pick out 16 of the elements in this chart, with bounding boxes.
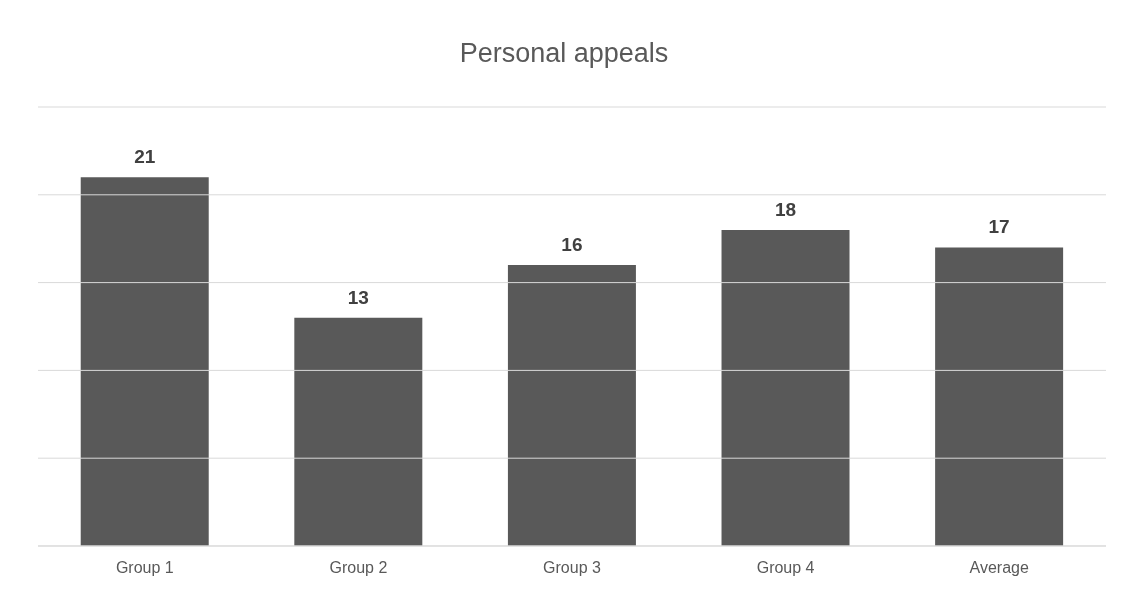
data-label: 18: [774, 198, 797, 220]
x-tick-label: Group 2: [329, 559, 388, 577]
bar: [507, 265, 636, 546]
x-tick-label: Group 3: [543, 559, 602, 577]
x-tick-label: Group 1: [115, 559, 174, 577]
bar: [721, 229, 850, 546]
bar: [294, 317, 423, 546]
x-tick-label: Group 4: [756, 559, 815, 577]
data-label: 16: [561, 234, 583, 256]
data-label: 17: [988, 216, 1010, 238]
data-label: 13: [347, 286, 369, 308]
chart-title: Personal appeals: [458, 38, 670, 69]
bar: [80, 177, 209, 546]
data-label: 21: [134, 146, 156, 168]
bar: [935, 247, 1064, 546]
x-tick-label: Average: [969, 559, 1029, 577]
